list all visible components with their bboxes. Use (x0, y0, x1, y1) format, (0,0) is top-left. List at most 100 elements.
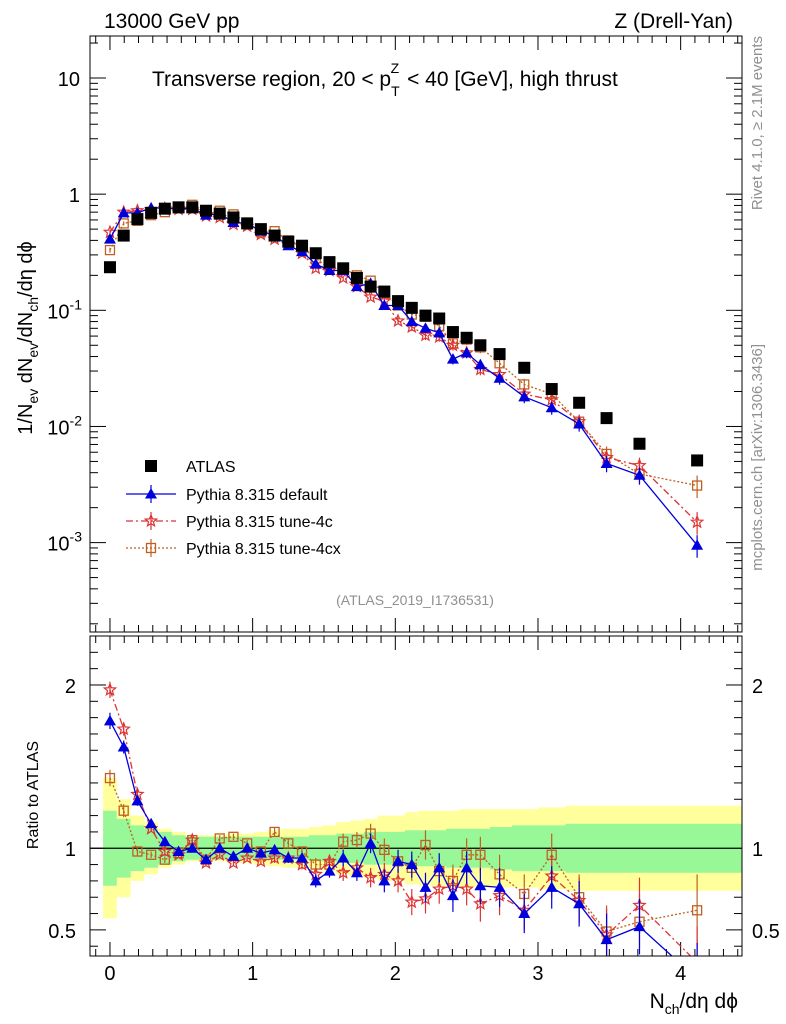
ratio-point-pythia-8-315-tune-4c (322, 853, 337, 868)
ratio-ytick-label-right: 2 (752, 676, 763, 698)
main-point-pythia-8-315-tune-4cx (104, 244, 116, 256)
main-point-atlas (337, 262, 350, 275)
header-right: Z (Drell-Yan) (614, 10, 733, 33)
main-point-atlas (296, 239, 309, 252)
ratio-point-pythia-8-315-tune-4cx (379, 844, 390, 856)
main-point-atlas (172, 201, 185, 214)
ratio-point-pythia-8-315-tune-4c (116, 721, 131, 736)
main-point-atlas (460, 331, 473, 344)
main-point-pythia-8-315-default (117, 206, 130, 218)
title-post: < 40 [GeV], high thrust (401, 68, 618, 91)
title-sub: T (391, 83, 400, 99)
main-point-atlas (633, 437, 646, 450)
main-point-atlas (131, 213, 144, 226)
main-point-atlas (145, 206, 158, 219)
main-point-pythia-8-315-default (600, 457, 613, 468)
ratio-point-pythia-8-315-tune-4c (363, 869, 378, 884)
main-point-pythia-8-315-default (493, 372, 506, 383)
main-point-pythia-8-315-tune-4c (689, 514, 705, 529)
main-point-pythia-8-315-tune-4cx (691, 480, 703, 491)
ratio-point-pythia-8-315-tune-4cx (269, 826, 280, 838)
ratio-point-pythia-8-315-default (337, 852, 350, 863)
main-point-atlas (545, 383, 558, 396)
main-point-atlas (405, 301, 418, 314)
xtick-label: 3 (532, 963, 543, 985)
ratio-series (102, 681, 703, 956)
ratio-point-pythia-8-315-tune-4cx (228, 831, 239, 842)
ratio-point-pythia-8-315-default (227, 850, 240, 861)
main-point-atlas (186, 201, 199, 214)
main-ytick-label: 10-1 (47, 296, 82, 323)
ratio-point-pythia-8-315-tune-4c (335, 865, 351, 879)
title-pre: Transverse region, 20 < p (152, 68, 391, 91)
main-point-atlas (254, 223, 267, 236)
ratio-point-pythia-8-315-default (392, 855, 405, 866)
main-point-atlas (419, 309, 432, 322)
ratio-ytick-label-right: 1 (752, 839, 763, 861)
ratio-point-pythia-8-315-tune-4c (253, 853, 269, 868)
ratio-point-pythia-8-315-default (213, 842, 226, 853)
main-line-pythia-8-315-tune-4cx (109, 204, 698, 487)
main-panel: 10-3 10-2 10-1 1 10 0 1 2 3 4 0.5 0.5 1 1 2 2 Transvers… (15, 35, 780, 985)
ratio-point-pythia-8-315-tune-4c (404, 894, 420, 909)
ratio-point-pythia-8-315-tune-4c (239, 850, 255, 865)
legend-label-tune4cx: Pythia 8.315 tune-4cx (186, 541, 341, 558)
ratio-ytick-label: 1 (65, 839, 76, 861)
main-axis-ticks: 10-3 10-2 10-1 1 10 0 1 2 3 4 0.5 0.5 1 1 2 2 (47, 36, 780, 985)
main-point-pythia-8-315-default (573, 418, 586, 429)
ratio-ytick-label: 0.5 (48, 921, 76, 943)
ratio-point-pythia-8-315-tune-4cx (420, 839, 431, 851)
xtick-label: 2 (390, 963, 401, 985)
ratio-point-pythia-8-315-default (131, 794, 144, 806)
ratio-point-pythia-8-315-default (493, 881, 506, 892)
rivet-label: Rivet 4.1.0, ≥ 2.1M events (749, 36, 766, 210)
ratio-point-pythia-8-315-default (323, 865, 336, 876)
plot-title: Transverse region, 20 < pTZ < 40 [GeV], … (152, 60, 618, 99)
ratio-point-pythia-8-315-tune-4c (267, 850, 282, 865)
ratio-ytick-label-right: 0.5 (752, 921, 780, 943)
main-point-atlas (227, 211, 240, 224)
ratio-point-pythia-8-315-default (460, 861, 473, 873)
main-point-pythia-8-315-default (378, 299, 391, 311)
xtick-label: 4 (675, 963, 686, 985)
xtick-label: 1 (247, 963, 258, 985)
main-ylabel: 1/Nev dNev/dNch/dη dϕ (15, 241, 41, 434)
ratio-point-pythia-8-315-default (378, 874, 391, 886)
svg-text:1/Nev dNev/dNch/dη dϕ: 1/Nev dNev/dNch/dη dϕ (15, 241, 41, 434)
ratio-point-pythia-8-315-tune-4c (459, 881, 474, 896)
ratio-point-pythia-8-315-tune-4c (171, 847, 186, 861)
legend-marker-0 (145, 488, 157, 499)
main-frame (89, 35, 743, 633)
main-point-pythia-8-315-default (309, 258, 322, 269)
ratio-point-pythia-8-315-default (518, 907, 531, 919)
ratio-point-pythia-8-315-default (254, 847, 267, 858)
legend-label-default: Pythia 8.315 default (186, 487, 328, 504)
xtick-label: 0 (104, 963, 115, 985)
ratio-point-pythia-8-315-default (474, 879, 487, 891)
main-point-atlas (241, 217, 254, 230)
main-point-atlas (493, 348, 506, 361)
ratio-point-pythia-8-315-tune-4c (473, 896, 488, 910)
main-point-atlas (518, 361, 531, 374)
ratio-point-pythia-8-315-tune-4cx (104, 772, 116, 784)
main-point-pythia-8-315-default (691, 539, 704, 550)
main-point-pythia-8-315-tune-4c (418, 327, 433, 342)
main-point-atlas (268, 229, 281, 242)
ratio-point-pythia-8-315-default (350, 866, 363, 878)
main-point-atlas (282, 235, 295, 248)
main-ytick-label: 10-3 (47, 529, 82, 556)
main-point-pythia-8-315-default (633, 469, 646, 480)
main-point-atlas (200, 204, 213, 217)
ratio-point-pythia-8-315-default (433, 861, 446, 873)
ratio-point-pythia-8-315-default (172, 845, 185, 857)
legend-marker-atlas (145, 460, 157, 472)
main-point-pythia-8-315-default (419, 322, 432, 333)
ratio-point-pythia-8-315-default (117, 741, 130, 752)
ratio-point-pythia-8-315-tune-4cx (283, 838, 294, 849)
ratio-point-pythia-8-315-default (186, 842, 199, 853)
main-point-atlas (446, 326, 459, 339)
main-point-pythia-8-315-default (405, 315, 418, 327)
main-point-atlas (309, 247, 322, 260)
ratio-point-pythia-8-315-tune-4c (212, 847, 227, 861)
ratio-point-pythia-8-315-default (268, 843, 281, 855)
